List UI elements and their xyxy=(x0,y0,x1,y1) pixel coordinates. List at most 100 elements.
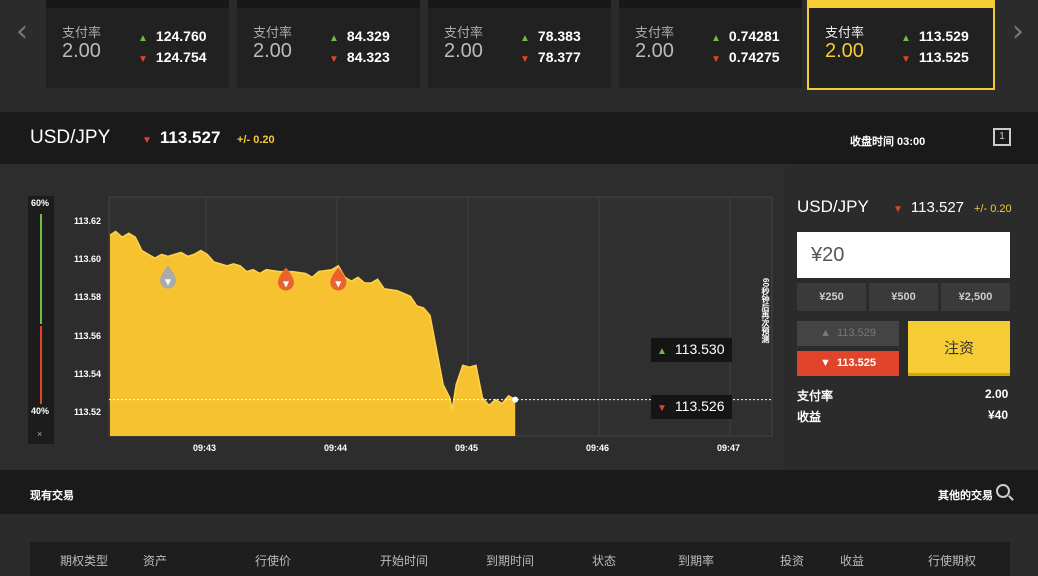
down-arrow-icon: ▼ xyxy=(657,403,667,414)
ticker-strip: ‹ › 支付率 2.00 ▲ 124.760 ▼ 124.754 支付率 2.00 … xyxy=(0,0,1038,96)
gauge-up-bar xyxy=(40,214,42,324)
y-tick-label: 113.52 xyxy=(74,407,102,418)
put-button[interactable]: ▼ 113.525 xyxy=(797,351,899,376)
quick-amount-2500[interactable]: ¥2,500 xyxy=(941,283,1010,311)
up-arrow-icon: ▲ xyxy=(901,33,911,44)
down-arrow-icon: ▼ xyxy=(520,54,530,65)
column-header[interactable]: 行使价 xyxy=(255,554,292,568)
panel-asset-pair: USD/JPY xyxy=(797,197,869,216)
y-tick-label: 113.54 xyxy=(74,368,102,379)
column-header[interactable]: 收益 xyxy=(840,554,865,568)
put-price: ▼ 84.323 xyxy=(329,49,390,65)
payout-rate: 2.00 xyxy=(444,40,483,62)
panel-asset-price: ▼ 113.527 xyxy=(893,199,965,216)
payout-value: 2.00 xyxy=(985,387,1009,401)
y-tick-label: 113.62 xyxy=(74,215,102,226)
y-tick-label: 113.58 xyxy=(74,292,102,303)
call-price: ▲ 124.760 xyxy=(138,28,207,44)
down-arrow-icon: ▼ xyxy=(893,204,903,215)
column-header[interactable]: 资产 xyxy=(143,554,168,568)
ticker-card[interactable]: 支付率 2.00 ▲ 84.329 ▼ 84.323 xyxy=(237,0,420,88)
x-tick-label: 09:43 xyxy=(193,443,217,453)
ticker-card-active[interactable]: 支付率 2.00 ▲ 113.529 ▼ 113.525 xyxy=(807,0,995,90)
payout-rate: 2.00 xyxy=(635,40,674,62)
x-tick-label: 09:45 xyxy=(455,443,479,453)
close-time: 收盘时间 03:00 xyxy=(850,136,926,148)
sentiment-gauge: 60% 40% × xyxy=(28,196,54,444)
up-arrow-icon: ▲ xyxy=(711,33,721,44)
put-price: ▼ 113.525 xyxy=(901,49,969,65)
call-price: ▲ 0.74281 xyxy=(711,28,780,44)
quick-amount-500[interactable]: ¥500 xyxy=(869,283,938,311)
asset-price: ▼ 113.527 xyxy=(142,128,221,147)
up-arrow-icon: ▲ xyxy=(138,33,148,44)
payout-label: 支付率 xyxy=(797,389,834,403)
expiry-vertical-label: 60秒钟后再次预测 xyxy=(761,278,770,343)
payout-label: 支付率 xyxy=(62,25,102,40)
column-header[interactable]: 投资 xyxy=(780,554,805,568)
ticker-card[interactable]: 支付率 2.00 ▲ 124.760 ▼ 124.754 xyxy=(46,0,229,88)
close-icon[interactable]: × xyxy=(37,429,43,439)
asset-change: +/- 0.20 xyxy=(237,134,275,146)
down-arrow-icon: ▼ xyxy=(329,54,339,65)
profit-value: ¥40 xyxy=(988,408,1009,422)
asset-header: USD/JPY ▼ 113.527 +/- 0.20 收盘时间 03:00 1 xyxy=(0,112,1038,164)
payout-rate: 2.00 xyxy=(62,40,101,62)
up-arrow-icon: ▲ xyxy=(820,327,831,339)
call-price: ▲ 78.383 xyxy=(520,28,581,44)
down-arrow-icon: ▼ xyxy=(901,54,911,65)
y-tick-label: 113.60 xyxy=(74,254,102,265)
x-tick-label: 09:46 xyxy=(586,443,610,453)
column-header[interactable]: 到期时间 xyxy=(486,554,535,568)
up-arrow-icon: ▲ xyxy=(329,33,339,44)
call-button[interactable]: ▲ 113.529 xyxy=(797,321,899,346)
x-tick-label: 09:44 xyxy=(324,443,348,453)
down-arrow-icon: ▼ xyxy=(819,357,831,369)
investment-amount-input[interactable] xyxy=(797,232,1010,278)
trades-header: 现有交易 其他的交易 xyxy=(0,470,1038,514)
payout-label: 支付率 xyxy=(444,25,484,40)
call-price: ▲ 84.329 xyxy=(329,28,390,44)
chevron-right-icon[interactable]: › xyxy=(1012,14,1024,49)
trade-panel xyxy=(785,164,1038,470)
down-arrow-icon: ▼ xyxy=(142,135,152,146)
down-arrow-icon: ▼ xyxy=(138,54,148,65)
gauge-top-label: 60% xyxy=(31,198,50,208)
trades-table-header: 期权类型 资产 行使价 开始时间 到期时间 状态 到期率 投资 收益 行使期权 xyxy=(30,542,1010,576)
column-header[interactable]: 开始时间 xyxy=(380,554,429,568)
payout-rate: 2.00 xyxy=(825,40,864,62)
put-price: ▼ 78.377 xyxy=(520,49,581,65)
profit-label: 收益 xyxy=(797,410,822,424)
invest-button[interactable]: 注资 xyxy=(908,321,1010,376)
chart-area xyxy=(0,164,785,470)
gauge-down-bar xyxy=(40,326,42,404)
column-header[interactable]: 行使期权 xyxy=(928,554,977,568)
ticker-card[interactable]: 支付率 2.00 ▲ 78.383 ▼ 78.377 xyxy=(428,0,611,88)
ticker-card[interactable]: 支付率 2.00 ▲ 0.74281 ▼ 0.74275 xyxy=(619,0,802,88)
payout-label: 支付率 xyxy=(635,25,675,40)
put-price: ▼ 124.754 xyxy=(138,49,207,65)
payout-label: 支付率 xyxy=(253,25,293,40)
panel-asset-change: +/- 0.20 xyxy=(974,203,1012,215)
column-header[interactable]: 期权类型 xyxy=(60,554,109,568)
expand-icon[interactable]: 1 xyxy=(993,128,1011,146)
put-price: ▼ 0.74275 xyxy=(711,49,780,65)
column-header[interactable]: 到期率 xyxy=(678,554,715,568)
call-price-tag: ▲ 113.530 xyxy=(651,338,733,362)
gauge-bottom-label: 40% xyxy=(31,406,50,416)
payout-label: 支付率 xyxy=(825,25,865,40)
x-tick-label: 09:47 xyxy=(717,443,741,453)
chevron-left-icon[interactable]: ‹ xyxy=(16,14,28,49)
quick-amount-250[interactable]: ¥250 xyxy=(797,283,866,311)
current-trades-title: 现有交易 xyxy=(30,490,74,502)
payout-rate: 2.00 xyxy=(253,40,292,62)
column-header[interactable]: 状态 xyxy=(592,554,617,568)
asset-pair: USD/JPY xyxy=(30,127,111,148)
down-arrow-icon: ▼ xyxy=(711,54,721,65)
put-price-tag: ▼ 113.526 xyxy=(651,395,733,419)
up-arrow-icon: ▲ xyxy=(520,33,530,44)
other-trades-link[interactable]: 其他的交易 xyxy=(938,490,993,502)
call-price: ▲ 113.529 xyxy=(901,28,969,44)
search-icon[interactable] xyxy=(996,484,1010,498)
up-arrow-icon: ▲ xyxy=(657,346,667,357)
